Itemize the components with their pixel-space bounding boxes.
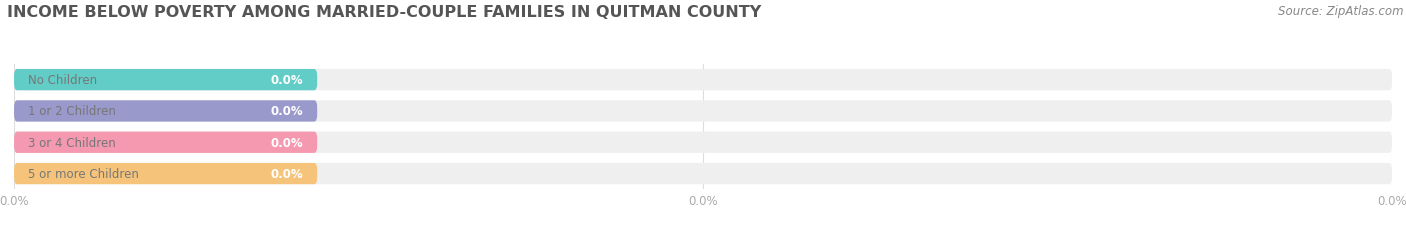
Text: 3 or 4 Children: 3 or 4 Children: [28, 136, 115, 149]
Text: 5 or more Children: 5 or more Children: [28, 167, 139, 180]
Text: Source: ZipAtlas.com: Source: ZipAtlas.com: [1278, 5, 1403, 18]
FancyBboxPatch shape: [14, 70, 318, 91]
Text: 0.0%: 0.0%: [271, 167, 304, 180]
FancyBboxPatch shape: [14, 132, 1392, 153]
Text: 0.0%: 0.0%: [271, 74, 304, 87]
Text: 0.0%: 0.0%: [271, 136, 304, 149]
FancyBboxPatch shape: [14, 163, 1392, 184]
FancyBboxPatch shape: [14, 70, 1392, 91]
FancyBboxPatch shape: [14, 163, 318, 184]
FancyBboxPatch shape: [14, 132, 318, 153]
FancyBboxPatch shape: [14, 101, 1392, 122]
Text: No Children: No Children: [28, 74, 97, 87]
Text: 1 or 2 Children: 1 or 2 Children: [28, 105, 115, 118]
FancyBboxPatch shape: [14, 101, 318, 122]
Text: INCOME BELOW POVERTY AMONG MARRIED-COUPLE FAMILIES IN QUITMAN COUNTY: INCOME BELOW POVERTY AMONG MARRIED-COUPL…: [7, 5, 761, 20]
Text: 0.0%: 0.0%: [271, 105, 304, 118]
